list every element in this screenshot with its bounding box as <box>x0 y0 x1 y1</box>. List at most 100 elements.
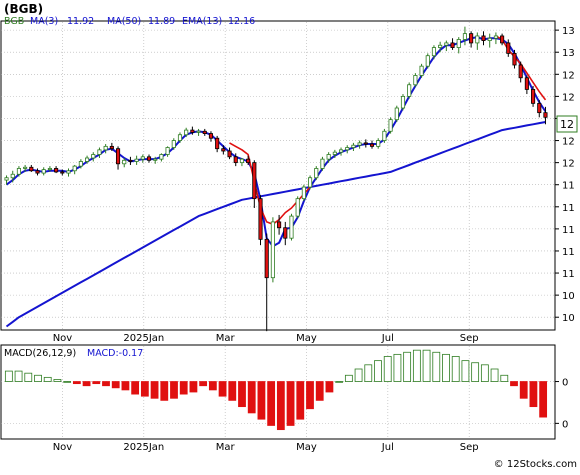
macd-bar-positive <box>480 364 489 382</box>
candle-up <box>382 128 387 143</box>
macd-bars <box>4 349 548 431</box>
price-y-tick-label: 11 <box>562 225 575 236</box>
candle-up <box>134 155 139 165</box>
candle-body <box>301 186 306 200</box>
candle-down <box>277 214 282 235</box>
candle-body <box>351 144 356 148</box>
candle-body <box>493 35 498 39</box>
candle-down <box>283 221 288 246</box>
candle-up <box>66 168 71 177</box>
price-y-tick-label: 13 <box>562 26 575 37</box>
candle-down <box>518 61 523 83</box>
candle-down <box>543 106 548 125</box>
macd-bar-positive <box>14 370 23 382</box>
candle-body <box>543 112 548 118</box>
macd-label: MACD(26,12,9) <box>4 348 76 359</box>
candle-body <box>475 35 480 44</box>
candle-up <box>289 213 294 241</box>
candle-down <box>481 31 486 46</box>
price-y-tick-label: 12 <box>562 137 575 148</box>
price-x-tick-label: Sep <box>460 333 479 344</box>
candle-down <box>531 85 536 107</box>
candle-body <box>469 33 474 44</box>
ma50-line <box>5 121 546 328</box>
candle-down <box>115 146 121 170</box>
candle-body <box>431 47 437 57</box>
candle-body <box>388 119 393 132</box>
macd-bar-negative <box>529 381 538 408</box>
candle-down <box>60 169 65 176</box>
candle-up <box>394 105 399 122</box>
candle-body <box>258 198 263 240</box>
candle-body <box>115 148 121 165</box>
price-y-tick-label: 11 <box>562 203 575 214</box>
candle-body <box>159 154 164 160</box>
candle-up <box>332 149 337 158</box>
candle-up <box>85 155 90 164</box>
candle-body <box>165 147 170 155</box>
candle-body <box>4 177 9 181</box>
candle-body <box>394 107 399 121</box>
candle-up <box>419 63 424 78</box>
candle-up <box>357 140 362 149</box>
candle-down <box>54 166 59 174</box>
candle-down <box>35 168 40 176</box>
macd-bar-positive <box>461 360 470 382</box>
macd-x-tick-label: 2025Jan <box>123 442 164 453</box>
macd-bar-positive <box>403 351 412 382</box>
candle-down <box>369 140 375 149</box>
price-y-tick-label: 12 <box>562 70 575 81</box>
candle-down <box>524 75 529 95</box>
candle-body <box>122 159 127 165</box>
candle-down <box>363 139 368 148</box>
macd-bar-negative <box>247 381 256 414</box>
candle-up <box>140 154 145 163</box>
candle-body <box>60 171 65 174</box>
candle-body <box>190 129 195 133</box>
macd-bar-positive <box>500 374 509 382</box>
candle-body <box>196 130 201 133</box>
chart-title: (BGB) <box>4 2 43 16</box>
macd-bar-negative <box>296 381 305 420</box>
macd-value-label: MACD:-0.17 <box>87 348 143 359</box>
macd-bar-negative <box>228 381 237 401</box>
candle-up <box>338 147 344 156</box>
site-credit: © 12Stocks.com <box>494 459 577 470</box>
price-x-tick-label: Mar <box>216 333 236 344</box>
macd-bar-negative <box>257 381 266 420</box>
price-x-ticks: Nov 2025Jan Mar May Jul Sep <box>53 333 479 344</box>
candle-body <box>400 95 406 109</box>
macd-bar-negative <box>267 381 276 426</box>
price-x-tick-label: Jul <box>381 333 394 344</box>
candle-body <box>41 169 46 174</box>
macd-bar-positive <box>412 349 421 382</box>
candle-body <box>171 140 176 148</box>
macd-bar-positive <box>393 353 402 382</box>
macd-bar-positive <box>374 360 382 382</box>
price-y-tick-label: 12 <box>562 92 575 103</box>
candle-body <box>277 221 282 229</box>
price-x-tick-label: 2025Jan <box>123 333 164 344</box>
price-y-tick-label: 11 <box>562 247 575 258</box>
candle-up <box>184 127 189 138</box>
macd-bar-negative <box>92 381 101 385</box>
macd-bar-positive <box>43 376 52 382</box>
candle-up <box>4 175 9 185</box>
candle-body <box>450 42 455 48</box>
macd-bar-negative <box>150 381 159 399</box>
candle-body <box>308 177 313 188</box>
ma3-polyline <box>5 36 547 248</box>
candle-body <box>78 161 83 167</box>
candle-body <box>177 134 183 141</box>
candle-body <box>444 42 449 46</box>
macd-bar-positive <box>63 381 72 383</box>
price-grid <box>1 22 555 330</box>
macd-bar-positive <box>432 351 441 382</box>
candle-up <box>239 157 244 167</box>
macd-x-tick-label: Nov <box>53 442 73 453</box>
candle-up <box>438 41 443 53</box>
candle-up <box>41 167 46 176</box>
candle-up <box>10 170 15 183</box>
candle-body <box>134 158 139 162</box>
macd-bar-negative <box>208 381 217 391</box>
